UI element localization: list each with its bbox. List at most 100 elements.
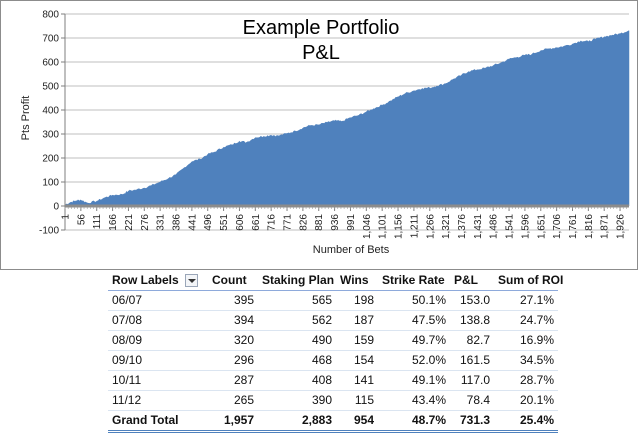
x-tick-label: 716 [267, 214, 278, 231]
y-tick-label: -100 [39, 226, 59, 237]
row-label-cell: 09/10 [108, 350, 208, 371]
strike-rate-header: Strike Rate [378, 271, 450, 291]
wins-cell: 187 [336, 310, 378, 331]
x-tick-label: 331 [156, 214, 167, 231]
filter-dropdown-icon[interactable] [184, 274, 198, 288]
x-tick-label: 1,926 [616, 214, 627, 239]
grand-total-strike-rate: 48.7% [378, 410, 450, 433]
pnl-area-series [64, 30, 630, 207]
count-cell: 394 [208, 310, 258, 331]
chart-title-line-1: Example Portfolio [243, 17, 400, 39]
pnl-cell: 82.7 [450, 330, 494, 351]
y-tick-label: 500 [42, 82, 59, 93]
pivot-header-row: Row Labels Count Staking Plan Wins Strik… [108, 271, 563, 291]
pnl-cell: 117.0 [450, 370, 494, 391]
staking-plan-cell: 390 [258, 390, 336, 411]
x-tick-label: 1,706 [552, 214, 563, 239]
staking-plan-cell: 468 [258, 350, 336, 371]
row-label-cell: 10/11 [108, 370, 208, 391]
x-tick-label: 166 [108, 214, 119, 231]
x-tick-label: 1,871 [600, 214, 611, 239]
y-tick-label: 100 [42, 178, 59, 189]
staking-plan-cell: 565 [258, 290, 336, 311]
grand-total-sum-of-roi: 25.4% [494, 410, 558, 433]
sum-of-roi-cell: 16.9% [494, 330, 558, 351]
x-tick-label: 1,761 [568, 214, 579, 239]
staking-plan-header: Staking Plan [258, 271, 336, 291]
row-labels-header: Row Labels [108, 271, 208, 291]
staking-plan-cell: 562 [258, 310, 336, 331]
x-tick-label: 1,541 [505, 214, 516, 239]
sum-of-roi-header: Sum of ROI [494, 271, 563, 291]
y-tick-label: 200 [42, 154, 59, 165]
table-row: 10/11 287 408 141 49.1% 117.0 28.7% [108, 370, 558, 391]
y-tick-label: 300 [42, 130, 59, 141]
table-row: 06/07 395 565 198 50.1% 153.0 27.1% [108, 290, 558, 311]
x-tick-label: 771 [283, 214, 294, 231]
row-label-cell: 06/07 [108, 290, 208, 311]
sum-of-roi-cell: 34.5% [494, 350, 558, 371]
grand-total-count: 1,957 [208, 410, 258, 433]
x-tick-label: 221 [124, 214, 135, 231]
x-tick-label: 1,266 [425, 214, 436, 239]
x-tick-label: 991 [346, 214, 357, 231]
staking-plan-cell: 408 [258, 370, 336, 391]
pnl-cell: 78.4 [450, 390, 494, 411]
x-tick-label: 1,046 [362, 214, 373, 239]
wins-cell: 154 [336, 350, 378, 371]
row-label-cell: 07/08 [108, 310, 208, 331]
x-tick-label: 881 [314, 214, 325, 231]
chart-frame: -100 0 100 200 300 400 500 600 700 800 1 56 111 166 2… [0, 0, 638, 270]
table-row: 11/12 265 390 115 43.4% 78.4 20.1% [108, 390, 558, 411]
x-tick-label: 56 [76, 214, 87, 226]
pnl-cell: 153.0 [450, 290, 494, 311]
sum-of-roi-cell: 28.7% [494, 370, 558, 391]
row-labels-header-text: Row Labels [112, 273, 179, 287]
strike-rate-cell: 50.1% [378, 290, 450, 311]
wins-cell: 141 [336, 370, 378, 391]
x-tick-label: 1,156 [394, 214, 405, 239]
x-tick-label: 111 [92, 214, 103, 230]
strike-rate-cell: 49.7% [378, 330, 450, 351]
strike-rate-cell: 49.1% [378, 370, 450, 391]
wins-cell: 198 [336, 290, 378, 311]
wins-cell: 115 [336, 390, 378, 411]
x-tick-label: 551 [219, 214, 230, 231]
x-tick-label: 1,486 [489, 214, 500, 239]
pnl-cell: 138.8 [450, 310, 494, 331]
strike-rate-cell: 47.5% [378, 310, 450, 331]
grand-total-row: Grand Total 1,957 2,883 954 48.7% 731.3 … [108, 410, 558, 433]
table-row: 07/08 394 562 187 47.5% 138.8 24.7% [108, 310, 558, 331]
y-tick-label: 600 [42, 58, 59, 69]
count-cell: 287 [208, 370, 258, 391]
y-axis-title: Pts Profit [20, 96, 32, 141]
y-tick-label: 400 [42, 106, 59, 117]
grand-total-label: Grand Total [108, 410, 208, 433]
chart-title-line-2: P&L [302, 42, 340, 64]
grand-total-pnl: 731.3 [450, 410, 494, 433]
x-axis-title: Number of Bets [313, 244, 390, 256]
x-tick-label: 606 [235, 214, 246, 231]
x-tick-label: 936 [330, 214, 341, 231]
x-tick-label: 1,431 [473, 214, 484, 239]
y-tick-label: 0 [53, 202, 59, 213]
y-tick-label: 700 [42, 34, 59, 45]
count-cell: 296 [208, 350, 258, 371]
x-tick-label: 826 [298, 214, 309, 231]
table-row: 08/09 320 490 159 49.7% 82.7 16.9% [108, 330, 558, 351]
pivot-table: Row Labels Count Staking Plan Wins Strik… [108, 271, 563, 433]
x-tick-label: 1,101 [378, 214, 389, 239]
sum-of-roi-cell: 24.7% [494, 310, 558, 331]
x-tick-label: 1,211 [409, 214, 420, 239]
x-tick-label: 441 [187, 214, 198, 231]
x-tick-label: 1,651 [536, 214, 547, 239]
x-tick-label: 496 [203, 214, 214, 231]
wins-header: Wins [336, 271, 378, 291]
row-label-cell: 11/12 [108, 390, 208, 411]
strike-rate-cell: 52.0% [378, 350, 450, 371]
x-tick-label: 1,816 [584, 214, 595, 239]
pnl-header: P&L [450, 271, 494, 291]
pnl-cell: 161.5 [450, 350, 494, 371]
sum-of-roi-cell: 20.1% [494, 390, 558, 411]
count-cell: 395 [208, 290, 258, 311]
